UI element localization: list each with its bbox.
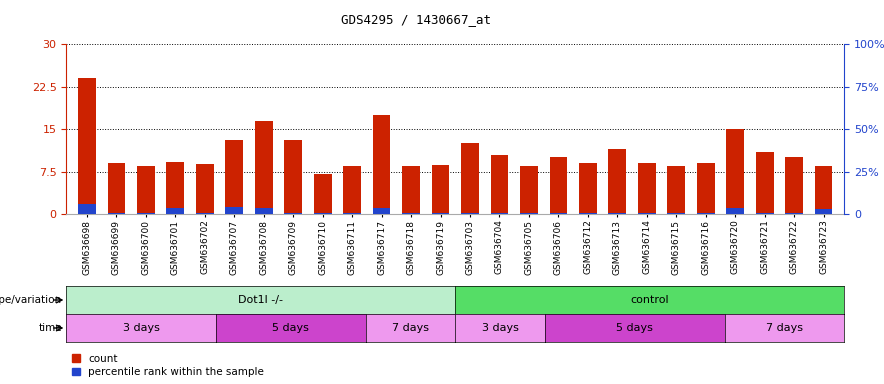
Bar <box>285 213 302 214</box>
Bar <box>756 152 774 214</box>
Bar <box>108 163 126 214</box>
Bar <box>579 163 597 214</box>
Text: 3 days: 3 days <box>482 323 519 333</box>
Bar <box>608 213 626 214</box>
Bar <box>491 213 508 214</box>
Bar <box>667 166 685 214</box>
Bar <box>402 213 420 214</box>
Bar <box>431 213 449 214</box>
Bar <box>285 140 302 214</box>
Bar <box>667 213 685 214</box>
Bar <box>78 78 95 214</box>
Bar <box>697 163 714 214</box>
Bar <box>255 208 272 214</box>
Bar <box>78 204 95 214</box>
Bar <box>461 143 479 214</box>
Bar <box>491 154 508 214</box>
Bar <box>638 163 656 214</box>
Bar <box>727 129 744 214</box>
Bar <box>785 157 803 214</box>
Bar <box>166 208 184 214</box>
Bar <box>520 213 537 214</box>
Text: 7 days: 7 days <box>392 323 429 333</box>
Bar <box>756 213 774 214</box>
Text: time: time <box>38 323 62 333</box>
Text: genotype/variation: genotype/variation <box>0 295 62 305</box>
Bar <box>550 213 568 214</box>
Text: 7 days: 7 days <box>766 323 803 333</box>
Text: 3 days: 3 days <box>123 323 159 333</box>
Bar <box>815 166 833 214</box>
Bar <box>550 157 568 214</box>
Bar <box>373 208 391 214</box>
Bar <box>343 166 361 214</box>
Bar <box>697 213 714 214</box>
Bar <box>373 115 391 214</box>
Bar <box>579 213 597 214</box>
Bar <box>314 174 332 214</box>
Bar <box>196 164 214 214</box>
Bar <box>520 166 537 214</box>
Bar <box>255 121 272 214</box>
Bar <box>815 209 833 214</box>
Text: 5 days: 5 days <box>616 323 653 333</box>
Text: GDS4295 / 1430667_at: GDS4295 / 1430667_at <box>341 13 492 26</box>
Text: control: control <box>630 295 669 305</box>
Bar <box>196 213 214 214</box>
Bar <box>108 213 126 214</box>
Bar <box>402 166 420 214</box>
Bar <box>166 162 184 214</box>
Text: 5 days: 5 days <box>272 323 309 333</box>
Bar <box>461 213 479 214</box>
Bar <box>638 213 656 214</box>
Bar <box>225 207 243 214</box>
Legend: count, percentile rank within the sample: count, percentile rank within the sample <box>72 354 264 377</box>
Bar <box>343 213 361 214</box>
Bar <box>727 208 744 214</box>
Bar <box>608 149 626 214</box>
Bar <box>431 165 449 214</box>
Text: Dot1l -/-: Dot1l -/- <box>239 295 283 305</box>
Bar <box>137 166 155 214</box>
Bar <box>785 213 803 214</box>
Bar <box>314 213 332 214</box>
Bar <box>137 213 155 214</box>
Bar <box>225 140 243 214</box>
